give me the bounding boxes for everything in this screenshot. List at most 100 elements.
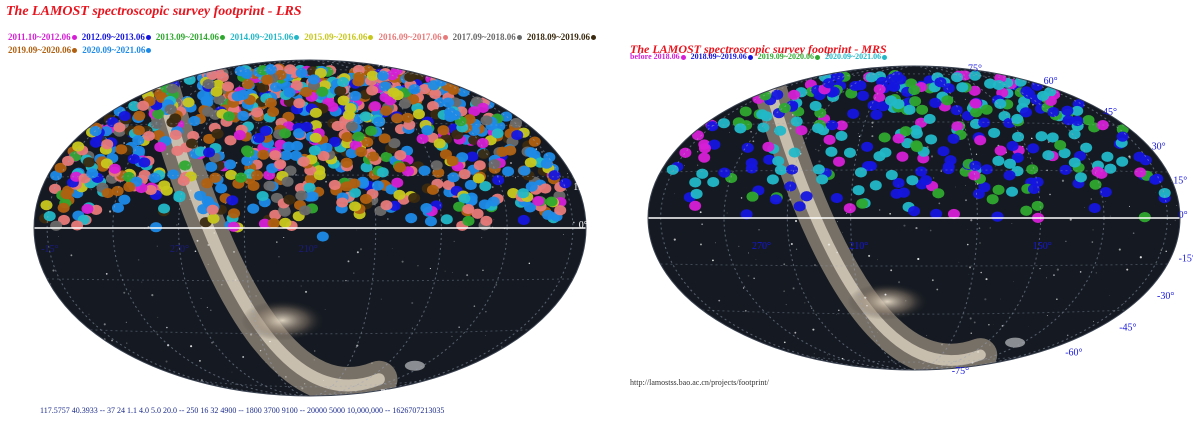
survey-field <box>1080 142 1093 153</box>
survey-field <box>466 151 479 162</box>
star <box>969 266 972 269</box>
star <box>156 245 158 247</box>
star <box>242 356 245 358</box>
survey-field <box>408 84 421 95</box>
survey-field <box>525 181 538 192</box>
survey-field <box>1149 174 1162 185</box>
survey-field <box>476 138 489 149</box>
survey-field <box>86 168 99 179</box>
survey-field <box>994 98 1007 109</box>
star <box>519 376 520 377</box>
survey-field <box>303 182 316 193</box>
legend-swatch <box>747 54 753 60</box>
survey-field <box>257 82 270 93</box>
survey-field <box>788 147 801 158</box>
star <box>541 151 543 153</box>
star <box>977 350 979 353</box>
legend-item: before 2018.06 <box>630 52 686 61</box>
star <box>1044 355 1046 357</box>
survey-field <box>247 203 260 214</box>
survey-field <box>154 141 167 153</box>
star <box>126 342 128 344</box>
star <box>755 264 757 266</box>
latitude-label: 15° <box>573 182 587 193</box>
star <box>954 186 956 188</box>
survey-field <box>50 220 63 231</box>
star <box>101 94 103 96</box>
survey-field <box>823 134 836 145</box>
star <box>812 328 815 331</box>
star <box>1056 298 1058 300</box>
survey-field <box>440 214 453 225</box>
latitude-label: -30° <box>1157 291 1174 302</box>
star <box>1091 241 1094 243</box>
legend-swatch <box>294 35 300 41</box>
legend-item: 2014.09~2015.06 <box>230 32 300 42</box>
survey-field <box>352 131 365 142</box>
survey-field <box>769 194 782 205</box>
survey-field <box>524 147 537 158</box>
survey-field <box>885 169 898 181</box>
star <box>543 130 545 132</box>
survey-field <box>188 115 201 127</box>
star <box>790 242 793 246</box>
star <box>231 371 233 373</box>
latitude-label: -15° <box>579 268 596 279</box>
star <box>884 293 887 296</box>
survey-field <box>941 95 954 106</box>
survey-field <box>344 103 357 114</box>
survey-field <box>290 80 303 91</box>
star <box>53 370 55 373</box>
star <box>673 238 676 241</box>
survey-field <box>968 70 981 81</box>
star <box>1165 250 1167 253</box>
survey-field <box>90 204 103 216</box>
survey-field <box>969 160 982 171</box>
star <box>401 260 404 263</box>
survey-field <box>427 100 440 112</box>
mrs-footprint-url: http://lamostss.bao.ac.cn/projects/footp… <box>630 378 769 387</box>
survey-field <box>206 69 219 80</box>
survey-field <box>869 180 882 191</box>
legend-swatch <box>220 35 226 41</box>
survey-field <box>891 71 904 82</box>
survey-field <box>348 201 361 212</box>
survey-field <box>426 184 439 195</box>
survey-field <box>458 193 471 204</box>
star <box>795 248 798 250</box>
latitude-label: 30° <box>556 141 570 152</box>
survey-field <box>336 197 349 208</box>
star <box>481 237 483 239</box>
star <box>102 90 104 93</box>
survey-field <box>930 208 943 219</box>
star <box>386 218 389 220</box>
star <box>896 92 898 94</box>
star <box>729 131 731 133</box>
star <box>582 162 584 164</box>
survey-field <box>113 122 126 133</box>
survey-field <box>306 191 319 202</box>
survey-field <box>1047 106 1060 118</box>
star <box>313 350 316 352</box>
star <box>167 384 169 386</box>
star <box>345 280 347 282</box>
survey-field <box>227 221 240 232</box>
survey-field <box>929 97 942 108</box>
survey-field <box>118 110 131 122</box>
survey-field <box>1074 172 1087 183</box>
star <box>988 324 990 326</box>
star <box>857 133 859 135</box>
survey-field <box>152 109 165 120</box>
star <box>210 309 212 311</box>
survey-field <box>545 196 558 207</box>
survey-field <box>554 205 567 216</box>
legend-label: 2011.10~2012.06 <box>8 32 71 42</box>
survey-field <box>1037 90 1050 102</box>
star <box>1039 268 1041 270</box>
survey-field <box>158 203 171 214</box>
star <box>501 346 503 348</box>
star <box>1165 359 1168 362</box>
star <box>157 316 159 318</box>
star <box>941 343 943 346</box>
survey-field <box>270 81 283 93</box>
